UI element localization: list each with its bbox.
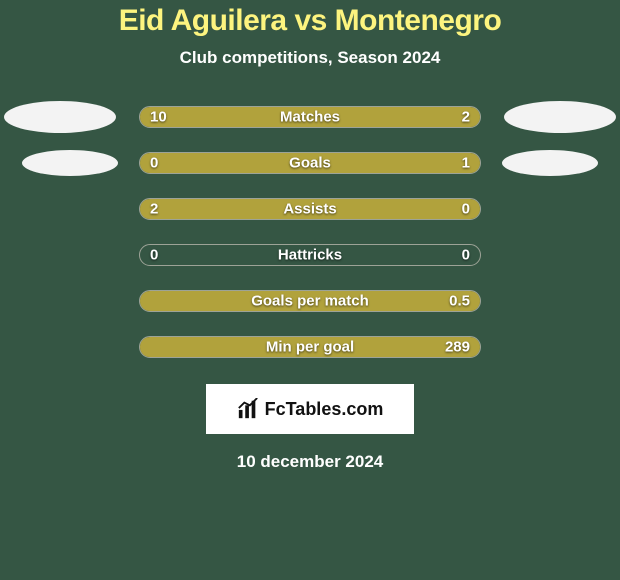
subtitle: Club competitions, Season 2024 [180,48,441,68]
stat-bar: 10 Matches 2 [139,106,481,128]
avatar-left [22,150,118,176]
value-right: 1 [462,155,470,172]
stat-bar: Min per goal 289 [139,336,481,358]
stat-row: 0 Goals 1 [0,152,620,174]
value-right: 2 [462,109,470,126]
stat-label: Hattricks [278,247,342,264]
stat-bar: 2 Assists 0 [139,198,481,220]
avatar-left [4,101,116,133]
stat-label: Matches [280,109,340,126]
stat-row: 10 Matches 2 [0,106,620,128]
value-right: 289 [445,339,470,356]
fill-right [201,153,480,173]
value-right: 0 [462,247,470,264]
stat-label: Min per goal [266,339,354,356]
stats-rows: 10 Matches 2 0 Goals 1 2 Assists 0 0 Hattricks 0 Goa… [0,106,620,382]
value-left: 0 [150,155,158,172]
logo-text: FcTables.com [265,399,384,420]
stat-row: 0 Hattricks 0 [0,244,620,266]
value-right: 0.5 [449,293,470,310]
logo-box: FcTables.com [206,384,414,434]
value-left: 10 [150,109,167,126]
stat-row: Min per goal 289 [0,336,620,358]
stat-label: Assists [283,201,336,218]
logo-icon [237,398,259,420]
avatar-right [504,101,616,133]
value-left: 0 [150,247,158,264]
value-right: 0 [462,201,470,218]
stat-bar: 0 Goals 1 [139,152,481,174]
date-text: 10 december 2024 [237,452,384,472]
fill-left [140,107,405,127]
stat-label: Goals [289,155,331,172]
stat-label: Goals per match [251,293,369,310]
page-title: Eid Aguilera vs Montenegro [119,4,502,38]
stat-row: Goals per match 0.5 [0,290,620,312]
avatar-right [502,150,598,176]
stat-row: 2 Assists 0 [0,198,620,220]
stat-bar: Goals per match 0.5 [139,290,481,312]
stat-bar: 0 Hattricks 0 [139,244,481,266]
value-left: 2 [150,201,158,218]
